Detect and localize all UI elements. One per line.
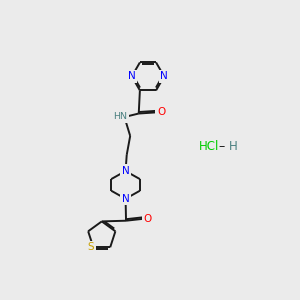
Text: S: S <box>87 242 94 252</box>
Text: HN: HN <box>113 112 127 121</box>
Text: O: O <box>157 107 165 117</box>
Text: H: H <box>229 140 238 153</box>
Text: O: O <box>144 214 152 224</box>
Text: N: N <box>128 71 136 81</box>
Text: N: N <box>160 71 168 81</box>
Text: HCl: HCl <box>199 140 219 153</box>
Text: N: N <box>122 166 129 176</box>
Text: N: N <box>122 194 129 204</box>
Text: –: – <box>219 140 225 153</box>
